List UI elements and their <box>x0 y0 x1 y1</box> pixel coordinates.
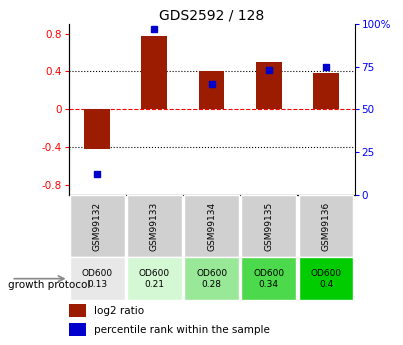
Bar <box>241 257 296 300</box>
Text: percentile rank within the sample: percentile rank within the sample <box>94 325 270 335</box>
Bar <box>241 195 296 257</box>
Bar <box>299 257 353 300</box>
Bar <box>70 195 125 257</box>
Text: GSM99133: GSM99133 <box>150 201 159 250</box>
Bar <box>256 62 282 109</box>
Bar <box>84 109 110 149</box>
Text: OD600
0.4: OD600 0.4 <box>310 269 342 289</box>
Bar <box>299 195 353 257</box>
Text: OD600
0.21: OD600 0.21 <box>139 269 170 289</box>
Bar <box>127 257 182 300</box>
Text: OD600
0.28: OD600 0.28 <box>196 269 227 289</box>
Text: growth protocol: growth protocol <box>8 280 90 289</box>
Text: GSM99136: GSM99136 <box>322 201 330 250</box>
Bar <box>69 323 86 336</box>
Bar <box>141 36 167 109</box>
Text: OD600
0.34: OD600 0.34 <box>253 269 285 289</box>
Text: OD600
0.13: OD600 0.13 <box>81 269 113 289</box>
Bar <box>70 257 125 300</box>
Text: GSM99135: GSM99135 <box>264 201 273 250</box>
Bar <box>127 195 182 257</box>
Bar <box>313 73 339 109</box>
Bar <box>184 195 239 257</box>
Title: GDS2592 / 128: GDS2592 / 128 <box>159 9 264 23</box>
Bar <box>69 304 86 317</box>
Text: log2 ratio: log2 ratio <box>94 306 144 316</box>
Text: GSM99134: GSM99134 <box>207 201 216 250</box>
Bar <box>184 257 239 300</box>
Text: GSM99132: GSM99132 <box>93 201 102 250</box>
Bar <box>199 70 224 109</box>
